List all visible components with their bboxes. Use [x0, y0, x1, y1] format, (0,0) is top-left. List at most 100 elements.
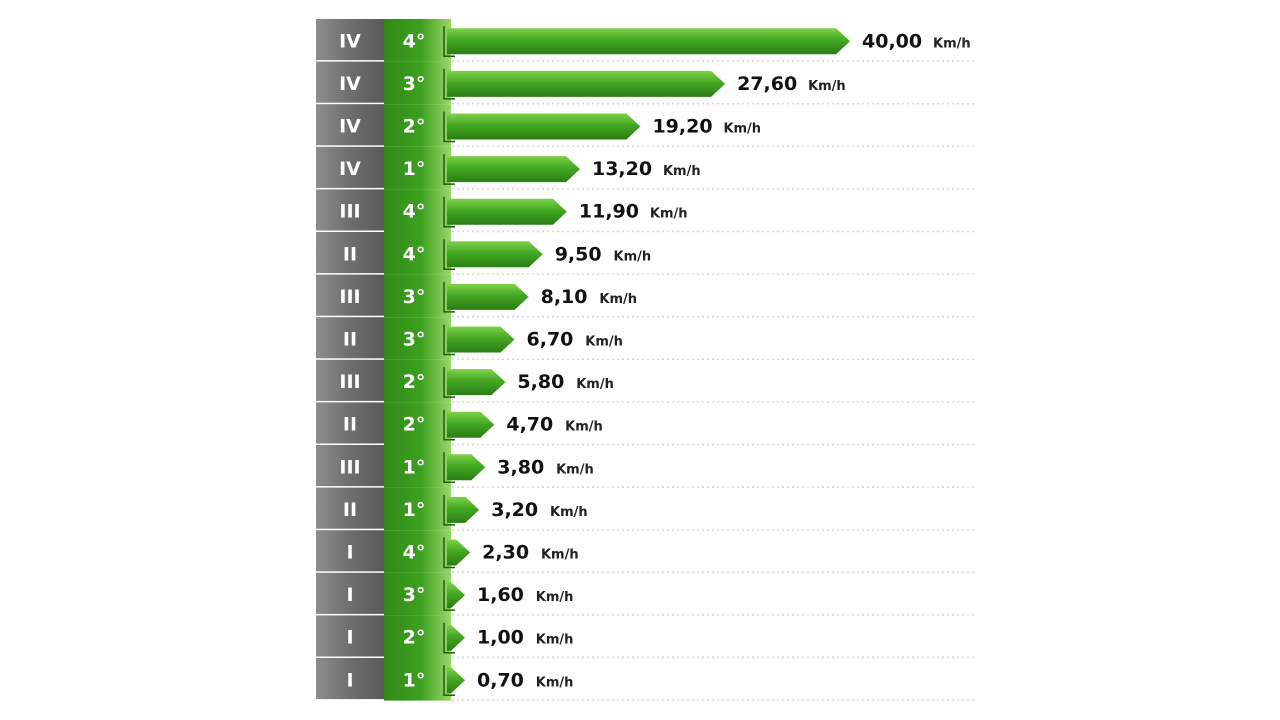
gear-label: 2° — [403, 414, 426, 436]
bar-bracket — [443, 68, 455, 100]
bar — [447, 539, 471, 566]
range-label: II — [343, 243, 357, 265]
value-label: 2,30 — [482, 542, 529, 564]
gear-cell — [384, 530, 451, 573]
gear-cell — [384, 189, 451, 232]
bar-bracket — [443, 111, 455, 143]
bar-bracket — [443, 196, 455, 228]
bar — [447, 667, 465, 694]
range-label: III — [339, 201, 360, 223]
range-cell — [316, 530, 384, 572]
gear-label: 4° — [403, 201, 426, 223]
range-cell — [316, 572, 384, 614]
bar — [447, 198, 567, 225]
gear-cell — [384, 317, 451, 360]
unit-label: Km/h — [808, 79, 846, 94]
range-label: I — [346, 627, 353, 649]
value-label: 11,90 — [579, 201, 639, 223]
bar — [447, 582, 465, 609]
range-cell — [316, 146, 384, 188]
bar — [447, 28, 850, 55]
range-cell — [316, 104, 384, 146]
unit-label: Km/h — [536, 590, 574, 605]
bar — [447, 283, 529, 310]
unit-label: Km/h — [576, 377, 614, 392]
gear-cell — [384, 487, 451, 531]
bar — [447, 454, 486, 481]
gear-label: 4° — [403, 243, 426, 265]
range-label: II — [343, 329, 357, 351]
value-label: 0,70 — [477, 669, 524, 691]
bar-bracket — [443, 154, 455, 185]
range-label: I — [346, 542, 353, 564]
unit-label: Km/h — [550, 505, 588, 520]
gear-label: 4° — [403, 30, 426, 52]
value-label: 9,50 — [555, 243, 602, 265]
value-label: 3,80 — [497, 456, 544, 478]
bar-bracket — [443, 494, 455, 526]
bar — [447, 156, 580, 183]
range-cell — [316, 402, 384, 444]
unit-label: Km/h — [585, 335, 623, 350]
value-label: 3,20 — [491, 499, 538, 521]
range-cell — [316, 615, 384, 657]
value-label: 13,20 — [592, 158, 652, 180]
bar — [447, 241, 543, 268]
gear-label: 4° — [403, 542, 426, 564]
range-label: IV — [339, 30, 361, 52]
bar-bracket — [443, 622, 455, 654]
gear-label: 2° — [403, 371, 426, 393]
bar-bracket — [443, 537, 455, 569]
value-label: 4,70 — [506, 414, 553, 436]
bar — [447, 411, 495, 438]
gear-cell — [384, 445, 451, 488]
range-label: I — [346, 584, 353, 606]
gear-cell — [384, 615, 451, 658]
gear-cell — [384, 61, 451, 105]
gear-cell — [384, 146, 451, 190]
bar-bracket — [443, 367, 455, 398]
range-label: III — [339, 371, 360, 393]
range-label: IV — [339, 158, 361, 180]
gear-label: 1° — [403, 456, 426, 478]
range-cell — [316, 189, 384, 231]
gear-cell — [384, 104, 451, 147]
bar-bracket — [443, 409, 455, 441]
gear-label: 1° — [403, 499, 426, 521]
bar-bracket — [443, 580, 455, 611]
range-cell — [316, 61, 384, 103]
unit-label: Km/h — [536, 633, 574, 648]
category-columns: IV 4°IV 3°IV 2°IV 1°III 4°II 4°III 3°II 3°III 2°I… — [316, 19, 451, 701]
range-label: II — [343, 499, 357, 521]
unit-label: Km/h — [614, 249, 652, 264]
range-label: IV — [339, 116, 361, 138]
unit-label: Km/h — [556, 462, 594, 477]
gear-cell — [384, 402, 451, 445]
unit-label: Km/h — [933, 36, 971, 51]
range-cell — [316, 274, 384, 316]
bar-bracket — [443, 281, 455, 313]
gear-label: 3° — [403, 329, 426, 351]
value-label: 40,00 — [862, 30, 922, 52]
value-labels: 40,00 Km/h 27,60 Km/h 19,20 Km/h 13,20 Km/h 11,9… — [477, 30, 971, 691]
value-label: 27,60 — [737, 73, 797, 95]
bar — [447, 624, 465, 651]
range-cell — [316, 658, 384, 700]
range-label: III — [339, 286, 360, 308]
range-cell — [316, 232, 384, 274]
unit-label: Km/h — [663, 164, 701, 179]
bar-bracket — [443, 324, 455, 356]
bar-bracket — [443, 239, 455, 271]
bar-bracket — [443, 452, 455, 484]
bar-bracket — [443, 665, 455, 697]
gear-cell — [384, 274, 451, 318]
gear-label: 3° — [403, 584, 426, 606]
bar — [447, 326, 515, 353]
range-label: III — [339, 456, 360, 478]
value-label: 1,00 — [477, 627, 524, 649]
range-cell — [316, 317, 384, 359]
unit-label: Km/h — [565, 420, 603, 435]
unit-label: Km/h — [650, 207, 688, 222]
